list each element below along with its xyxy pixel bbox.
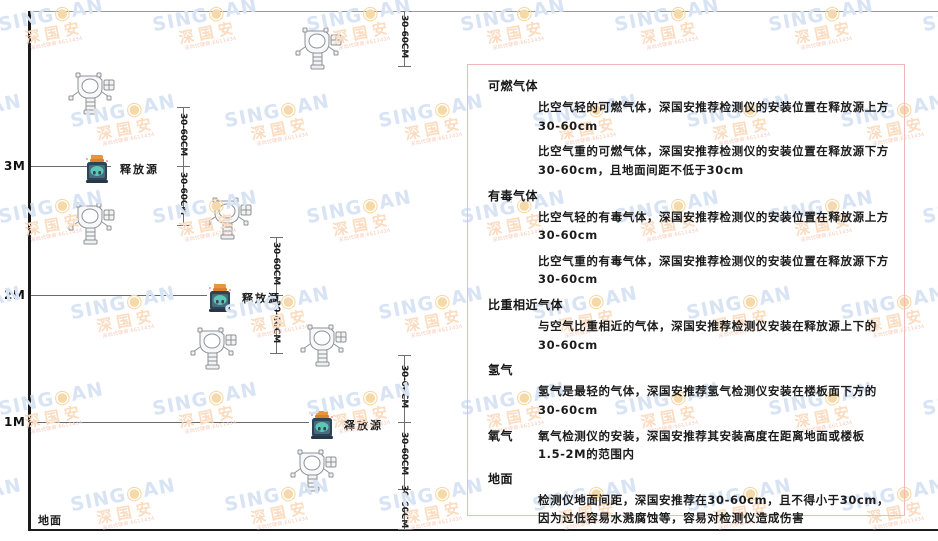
dimension-tick xyxy=(270,237,283,238)
axis-label-2m: 2M xyxy=(4,288,26,302)
gas-detector-icon xyxy=(300,322,356,368)
guideline-section-oxygen-gas: 氧气 氧气检测仪的安装，深国安推荐其安装高度在距离地面或楼板1.5-2M的范围内 xyxy=(482,427,890,468)
frame-top-border xyxy=(28,11,938,12)
section-title: 氧气 xyxy=(488,428,514,443)
section-paragraph: 检测仪地面间距，深国安推荐在30-60cm，且不得小于30cm，因为过低容易水溅… xyxy=(538,492,890,526)
section-paragraph: 氧气检测仪的安装，深国安推荐其安装高度在距离地面或楼板1.5-2M的范围内 xyxy=(538,428,865,462)
gas-detector-icon xyxy=(205,195,261,241)
dimension-tick xyxy=(270,353,283,354)
dimension-tick xyxy=(398,529,411,530)
dim-col-top: 30-60CM xyxy=(398,11,444,67)
section-paragraph: 氢气是最轻的气体，深国安推荐氢气检测仪安装在楼板面下方的30-60cm xyxy=(538,384,877,417)
section-paragraph: 比空气轻的有毒气体，深国安推荐检测仪的安装位置在释放源上方30-60cm xyxy=(538,209,889,243)
guideline-section-toxic-gas: 有毒气体比空气轻的有毒气体，深国安推荐检测仪的安装位置在释放源上方30-60cm… xyxy=(482,187,890,290)
level-line-1m xyxy=(31,422,309,423)
guideline-section-hydrogen-gas: 氢气氢气是最轻的气体，深国安推荐氢气检测仪安装在楼板面下方的30-60cm xyxy=(482,361,890,419)
dimension-label: 30-60CM xyxy=(399,14,409,58)
section-title: 比重相近气体 xyxy=(488,298,564,312)
dimension-label: 30-60CM xyxy=(399,485,409,528)
section-title: 有毒气体 xyxy=(488,188,539,203)
dim-col-1m: 30-60CM 30-60CM 30-60CM xyxy=(398,355,444,530)
section-title: 氢气 xyxy=(488,363,514,378)
ground-baseline xyxy=(28,529,938,531)
dimension-tick xyxy=(270,295,283,296)
dimension-line xyxy=(404,355,405,529)
release-source-icon xyxy=(305,408,339,442)
section-title: 地面 xyxy=(488,471,514,486)
dimension-tick xyxy=(177,107,190,108)
axis-label-1m: 1M xyxy=(4,415,26,429)
dimension-label: 30-60CM xyxy=(271,242,281,285)
dimension-label: 30-60CM xyxy=(178,112,188,156)
installation-guidelines-panel: 可燃气体比空气轻的可燃气体，深国安推荐检测仪的安装位置在释放源上方30-60cm… xyxy=(467,64,905,525)
section-paragraph: 比空气轻的可燃气体，深国安推荐检测仪的安装位置在释放源上方30-60cm xyxy=(538,100,889,133)
dimension-tick xyxy=(398,422,411,423)
dimension-tick xyxy=(398,11,411,12)
section-paragraph: 比空气重的可燃气体，深国安推荐检测仪的安装位置在释放源下方30-60cm，且地面… xyxy=(538,144,889,177)
dimension-tick xyxy=(177,166,190,167)
dimension-line xyxy=(404,11,405,66)
dim-col-3m: 30-60CM 30-60CM xyxy=(177,107,223,226)
gas-detector-icon xyxy=(290,447,346,493)
gas-detector-icon xyxy=(68,70,124,116)
height-axis xyxy=(28,11,31,531)
release-source-label: 释放源 xyxy=(344,419,383,432)
release-source-icon xyxy=(80,152,114,186)
ground-label: 地面 xyxy=(38,514,62,527)
release-source-icon xyxy=(203,281,237,315)
axis-label-3m: 3M xyxy=(4,159,26,173)
guideline-section-combustible-gas: 可燃气体比空气轻的可燃气体，深国安推荐检测仪的安装位置在释放源上方30-60cm… xyxy=(482,77,890,180)
dimension-tick xyxy=(398,355,411,356)
dimension-tick xyxy=(177,225,190,226)
guideline-section-ground: 地面检测仪地面间距，深国安推荐在30-60cm，且不得小于30cm，因为过低容易… xyxy=(482,470,890,528)
gas-detector-icon xyxy=(295,25,351,71)
release-source-label: 释放源 xyxy=(242,292,281,305)
release-source-label: 释放源 xyxy=(120,163,159,176)
level-line-2m xyxy=(31,295,207,296)
guideline-section-similar-density-gas: 比重相近气体与空气比重相近的气体，深国安推荐检测仪安装在释放源上下的30-60c… xyxy=(482,296,890,354)
section-paragraph: 比空气重的有毒气体，深国安推荐检测仪的安装位置在释放源下方30-60cm xyxy=(538,253,889,287)
dimension-label: 30-60CM xyxy=(399,431,409,475)
dimension-tick xyxy=(398,66,411,67)
dimension-label: 30-60CM xyxy=(271,300,281,343)
gas-detector-icon xyxy=(68,200,124,246)
dimension-label: 30-60CM xyxy=(399,364,409,408)
level-line-3m xyxy=(31,166,111,167)
dimension-label: 30-60CM xyxy=(178,171,188,215)
dim-col-2m: 30-60CM 30-60CM xyxy=(270,237,316,354)
section-title: 可燃气体 xyxy=(488,79,539,93)
section-paragraph: 与空气比重相近的气体，深国安推荐检测仪安装在释放源上下的30-60cm xyxy=(538,319,877,352)
dimension-tick xyxy=(398,489,411,490)
gas-detector-icon xyxy=(190,325,246,371)
